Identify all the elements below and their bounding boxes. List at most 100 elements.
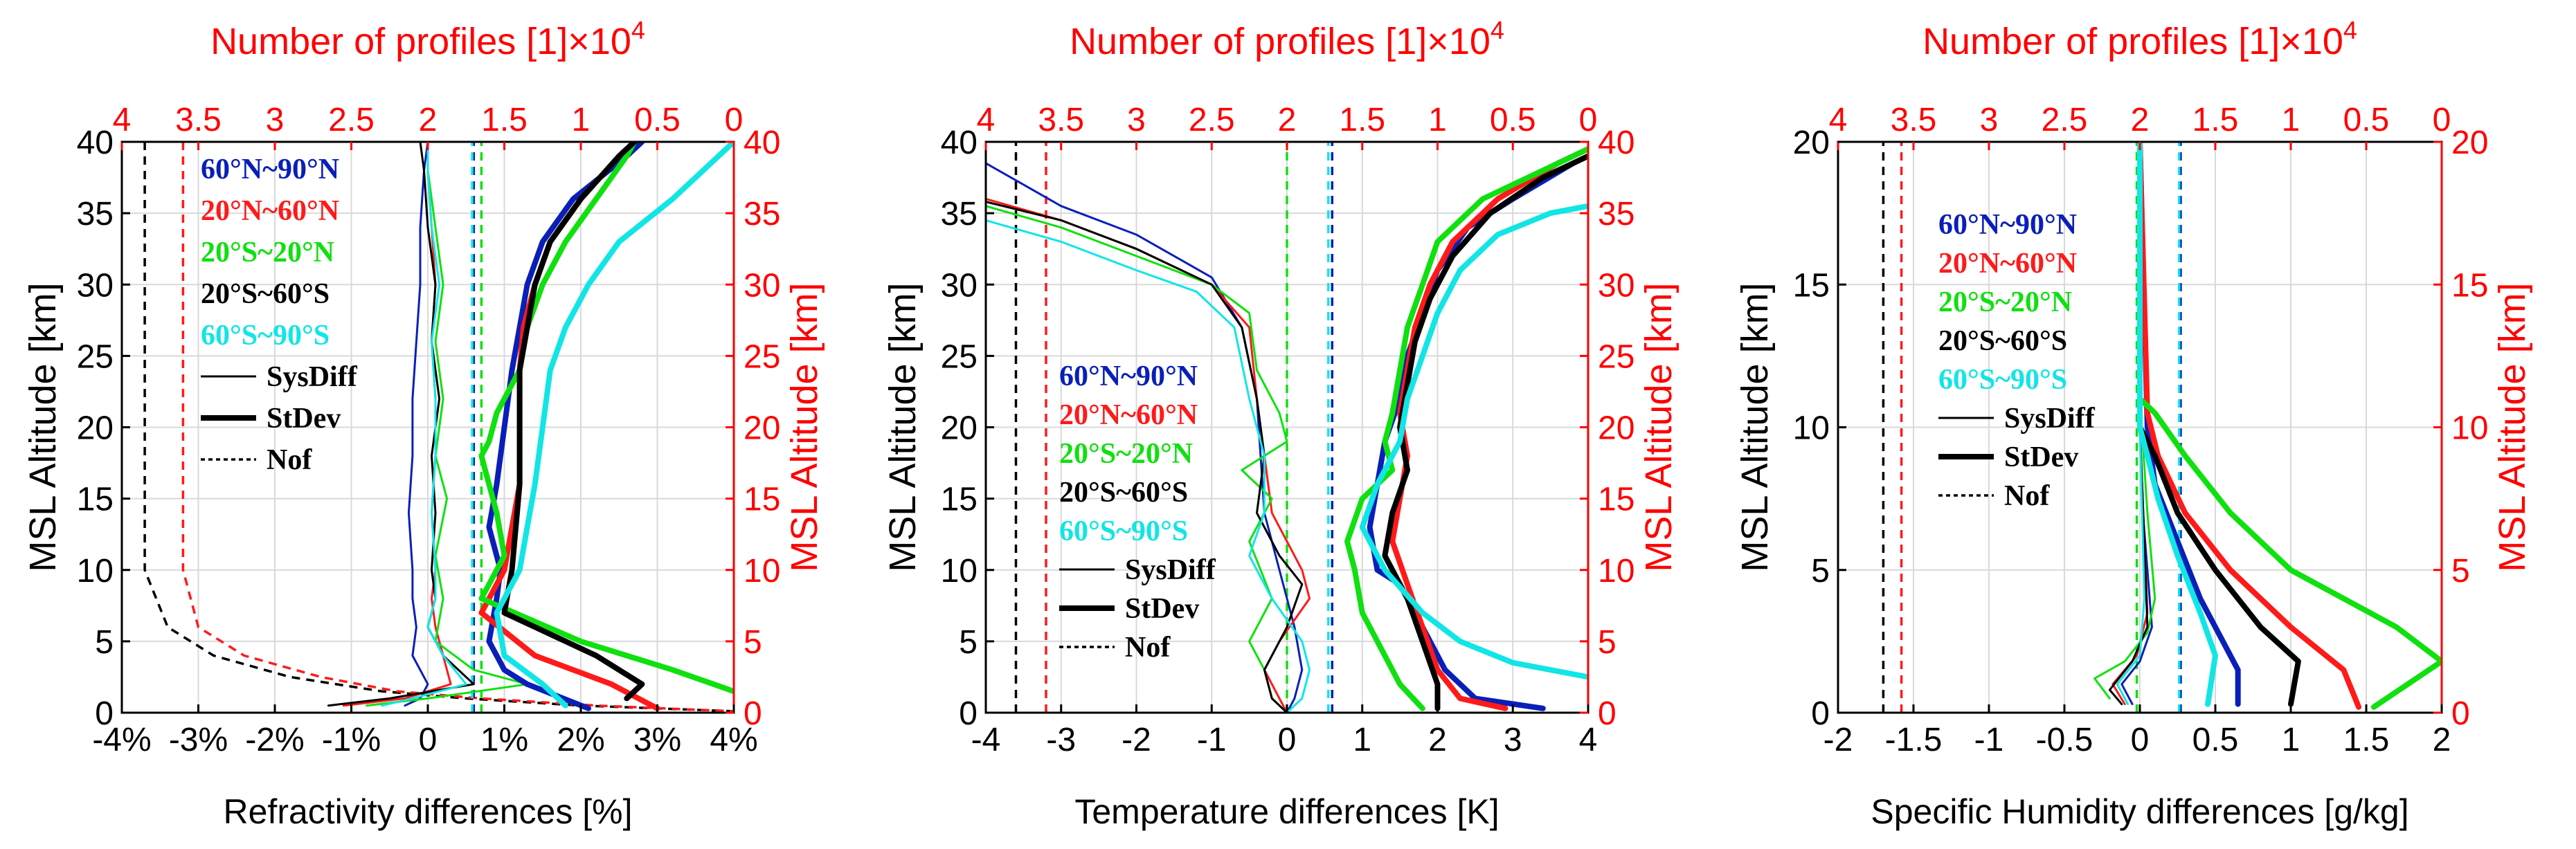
top-tick-label: 1 (572, 102, 591, 138)
series-line-stdev-n_high (1367, 160, 1576, 711)
y-tick-label-right: 0 (2451, 695, 2470, 732)
series-line-stdev-s_high (1359, 203, 1588, 680)
series-line-stdev-n_mid (478, 142, 660, 711)
series-line-stdev-n_high (486, 142, 645, 711)
legend-entry: 20°S~60°S (1938, 325, 2067, 357)
top-axis-title-exponent: 4 (631, 16, 645, 44)
y-tick-label-right: 20 (744, 410, 780, 447)
top-axis-title-text: Number of profiles [1]×10 (1922, 21, 2343, 62)
x-tick-label: 0 (419, 722, 438, 758)
x-tick-label: -1% (322, 722, 381, 758)
y-tick-label: 20 (77, 410, 114, 447)
top-tick-label: 3 (1980, 102, 1999, 138)
legend-entry: 60°N~90°N (1938, 209, 2077, 241)
y-tick-label-right: 25 (1598, 338, 1634, 375)
series-line-stdev-n_mid (2137, 142, 2362, 710)
legend-style-label: StDev (1125, 593, 1199, 625)
y-tick-label-right: 40 (744, 125, 780, 161)
legend-entry: 20°S~60°S (1059, 477, 1188, 509)
y-tick-label-right: 20 (1598, 410, 1634, 447)
top-axis-title-exponent: 4 (1490, 16, 1504, 44)
y-axis-title-right: MSL Altitude [km] (1638, 282, 1679, 572)
series-line-stdev-n_high (2137, 142, 2241, 707)
series-line-nof-n_mid (181, 142, 734, 713)
top-tick-label: 3.5 (1891, 102, 1937, 138)
y-tick-label: 25 (941, 338, 978, 375)
top-tick-label: 1 (1428, 102, 1447, 138)
legend-entry: 20°S~20°N (201, 237, 334, 268)
y-tick-label-right: 35 (1598, 196, 1634, 232)
chart-panel-1: -4% -3% -2% -1% 0 1% 2% 3% 4% 4 3.5 3 2.5 2 1.5 1 0.5 0 0 5… (22, 16, 825, 831)
top-axis-title-text: Number of profiles [1]×10 (1070, 21, 1490, 62)
y-tick-label-right: 15 (2451, 267, 2488, 304)
y-axis-title-right: MSL Altitude [km] (2492, 282, 2533, 572)
top-tick-label: 1 (2282, 102, 2300, 138)
legend-style-label: StDev (2004, 441, 2078, 473)
x-axis-title: Refractivity differences [%] (224, 792, 633, 831)
top-tick-label: 1.5 (2192, 102, 2239, 138)
top-axis-title-exponent: 4 (2343, 16, 2357, 44)
chart-panel-2: -4 -3 -2 -1 0 1 2 3 4 4 3.5 3 2.5 2 1.5 1 0.5 0 0 5 10 15 20 25… (882, 16, 1679, 831)
legend-entry: 20°S~20°N (1938, 286, 2072, 318)
y-tick-label: 5 (959, 624, 978, 661)
top-tick-label: 1.5 (1339, 102, 1385, 138)
x-axis-title: Specific Humidity differences [g/kg] (1871, 792, 2408, 831)
top-tick-label: 0.5 (2343, 102, 2390, 138)
y-tick-label-right: 10 (1598, 553, 1634, 590)
legend-entry: 20°N~60°N (201, 195, 339, 227)
legend-entry: 60°N~90°N (1059, 360, 1198, 392)
top-tick-label: 2.5 (328, 102, 375, 138)
legend-style-label: SysDiff (267, 361, 358, 393)
y-tick-label: 30 (77, 267, 114, 304)
top-tick-label: 2 (2131, 102, 2150, 138)
y-tick-label-right: 5 (2451, 553, 2470, 590)
y-tick-label: 15 (1793, 267, 1830, 304)
x-tick-label: 2% (557, 722, 604, 758)
series-line-stdev-s_mid (501, 142, 645, 702)
series-line-stdev-tropics (2137, 142, 2442, 710)
x-tick-label: -1 (1197, 722, 1227, 758)
series-line-sysdiff-n_high (404, 142, 429, 707)
y-tick-label: 15 (941, 482, 978, 518)
legend-style-label: Nof (1125, 632, 1171, 664)
top-tick-label: 0 (1579, 102, 1598, 138)
x-tick-label: -2 (1122, 722, 1151, 758)
series-line-stdev-s_high (494, 142, 734, 709)
legend-style-label: SysDiff (1125, 554, 1216, 586)
series-line-sysdiff-s_mid (986, 201, 1304, 713)
x-tick-label: 0 (1278, 722, 1297, 758)
series-line-stdev-tropics (478, 142, 734, 695)
x-tick-label: -4% (92, 722, 151, 758)
top-axis-title: Number of profiles [1]×104 (210, 16, 645, 62)
top-tick-label: 3.5 (1038, 102, 1084, 138)
top-axis-title: Number of profiles [1]×104 (1070, 16, 1504, 62)
x-tick-label: -2 (1823, 722, 1853, 758)
series-line-stdev-n_mid (1389, 146, 1588, 711)
x-tick-label: 0 (2131, 722, 2150, 758)
x-tick-label: -1 (1974, 722, 2004, 758)
series-line-sysdiff-s_mid (327, 142, 475, 707)
y-tick-label: 15 (77, 482, 114, 518)
y-tick-label: 25 (77, 338, 114, 375)
legend: 60°N~90°N 20°N~60°N 20°S~20°N 20°S~60°S 60°S… (1938, 209, 2096, 512)
y-tick-label: 0 (959, 695, 978, 732)
y-tick-label-right: 5 (744, 624, 762, 661)
y-axis-title-right: MSL Altitude [km] (784, 282, 825, 572)
top-tick-label: 0.5 (634, 102, 681, 138)
y-tick-label: 5 (95, 624, 114, 661)
y-tick-label: 20 (1793, 125, 1830, 161)
x-tick-label: -3 (1046, 722, 1076, 758)
top-axis-title-text: Number of profiles [1]×10 (210, 21, 631, 62)
x-tick-label: 1% (480, 722, 528, 758)
x-tick-label: 3% (633, 722, 681, 758)
x-tick-label: 1.5 (2343, 722, 2390, 758)
legend-entry: 60°S~90°S (1059, 515, 1188, 547)
x-tick-label: 1 (2282, 722, 2300, 758)
y-tick-label-right: 0 (1598, 695, 1616, 732)
x-tick-label: 3 (1504, 722, 1522, 758)
y-tick-label-right: 35 (744, 196, 780, 232)
x-tick-label: 4% (710, 722, 757, 758)
y-axis-title: MSL Altitude [km] (882, 282, 924, 572)
top-tick-label: 3 (1127, 102, 1146, 138)
